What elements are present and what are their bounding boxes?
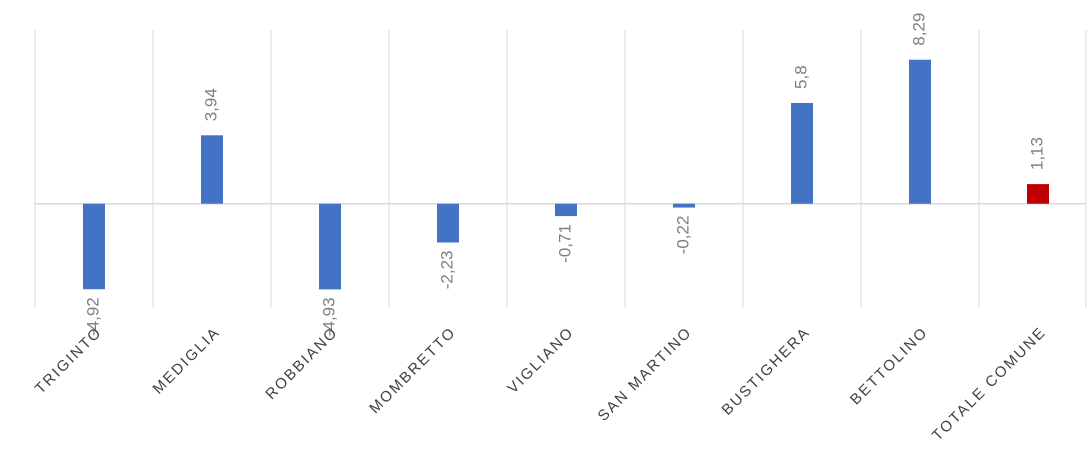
value-label: -4,93 [319,297,338,336]
bar [909,59,931,204]
x-tick-label: MEDIGLIA [150,324,224,398]
x-tick-label: SAN MARTINO [595,324,696,425]
bar [319,203,341,290]
value-label: -0,71 [555,224,574,263]
value-label: -0,22 [673,216,692,255]
bar [555,203,577,217]
x-tick-label: ROBBIANO [262,324,341,403]
bar [673,203,695,208]
value-label: -4,92 [83,297,102,336]
value-label: 5,8 [791,65,810,89]
bar [1027,184,1049,204]
bar [791,102,813,204]
bar [437,203,459,243]
value-label: 1,13 [1027,137,1046,170]
bar [83,203,105,290]
value-label: 8,29 [909,13,928,46]
x-tick-label: BUSTIGHERA [719,324,814,419]
x-tick-label: MOMBRETTO [366,324,460,418]
value-label: 3,94 [201,88,220,121]
x-tick-label: BETTOLINO [847,324,932,409]
x-tick-label: VIGLIANO [504,324,577,397]
x-tick-label: TRIGINTO [32,324,106,398]
value-label: -2,23 [437,250,456,289]
bar [201,135,223,204]
x-tick-label: TOTALE COMUNE [929,324,1050,445]
